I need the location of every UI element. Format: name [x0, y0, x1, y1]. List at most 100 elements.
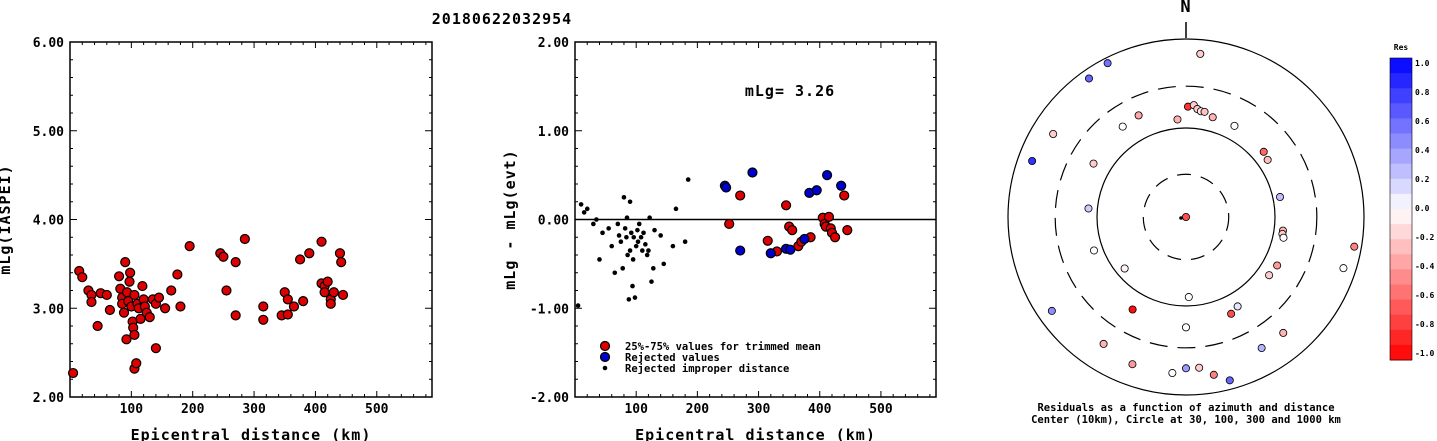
trimmed-point: [829, 232, 841, 243]
station-point: [1085, 74, 1094, 83]
c2-y-tick-label: 0.00: [538, 214, 569, 229]
station-point: [1028, 156, 1037, 165]
c2-x-tick-label: 300: [747, 402, 771, 417]
colorbar-swatch: [1390, 178, 1412, 195]
station-point: [1103, 59, 1112, 68]
colorbar-swatch: [1390, 88, 1412, 104]
improper-point: [621, 195, 627, 200]
mlg-chart: 100 200 300 400 500 2.00 3.00 4.00 5.00 6.00 Epice…: [0, 36, 433, 441]
colorbar-swatch: [1390, 239, 1412, 255]
c2-y-tick-label: 2.00: [538, 36, 569, 51]
improper-point: [597, 257, 602, 262]
station-point: [1195, 363, 1204, 372]
c1-x-tick-label: 100: [120, 402, 144, 417]
c1-x-tick-label: 300: [242, 402, 266, 417]
station-point: [1168, 369, 1177, 378]
station-point: [1049, 129, 1058, 138]
colorbar-label: 1.0: [1415, 59, 1430, 68]
station-point: [1227, 309, 1236, 318]
colorbar-swatch: [1390, 58, 1412, 74]
station-point: [1257, 344, 1266, 353]
residual-colorbar: Res 1.0 0.8 0.6 0.4 0.2 0.0 -0.2 -0.4 -0.6 -0.8 -1.…: [1389, 43, 1434, 361]
polar-caption-2: Center (10km), Circle at 30, 100, 300 an…: [1031, 414, 1341, 426]
improper-point: [615, 221, 621, 227]
data-point: [258, 301, 269, 312]
rejected-point: [785, 244, 796, 255]
rejected-point: [765, 248, 776, 259]
data-point: [160, 303, 171, 314]
colorbar-title: Res: [1394, 43, 1409, 52]
rejected-point: [836, 180, 847, 191]
improper-point: [618, 239, 624, 244]
data-point: [336, 257, 347, 268]
colorbar-label: 0.6: [1415, 117, 1430, 126]
data-point: [125, 267, 136, 278]
data-point: [282, 294, 293, 305]
improper-point: [649, 279, 654, 284]
data-point: [77, 272, 88, 283]
data-point: [120, 257, 131, 268]
improper-point: [630, 283, 635, 289]
trimmed-point: [842, 225, 853, 236]
station-point: [1118, 122, 1127, 131]
rejected-point: [821, 170, 833, 181]
c2-y-tick-label: 1.00: [538, 125, 569, 140]
rejected-point: [811, 185, 822, 196]
station-point: [1233, 302, 1242, 311]
station-point: [1134, 111, 1143, 120]
legend-marker-improper: [602, 365, 608, 371]
data-point: [129, 289, 140, 301]
colorbar-swatch: [1390, 224, 1412, 240]
data-point: [304, 248, 315, 259]
data-point: [221, 285, 232, 296]
c2-x-axis-label: Epicentral distance (km): [635, 426, 876, 441]
improper-point: [627, 248, 633, 253]
c2-x-tick-label: 400: [808, 402, 832, 417]
data-point: [218, 251, 229, 262]
station-point: [1259, 147, 1268, 156]
trimmed-point: [839, 190, 850, 201]
rejected-point: [735, 245, 746, 256]
improper-point: [644, 252, 650, 258]
improper-point: [682, 239, 688, 244]
station-point: [1209, 370, 1218, 379]
colorbar-label: 0.8: [1415, 88, 1430, 97]
station-point: [1279, 233, 1288, 242]
data-point: [153, 292, 165, 303]
mlg-annotation: mLg= 3.26: [745, 82, 835, 100]
colorbar-label: -0.2: [1415, 233, 1434, 242]
improper-point: [600, 230, 605, 236]
improper-point: [627, 199, 633, 205]
improper-point: [646, 248, 651, 253]
station-point: [1273, 261, 1282, 270]
improper-point: [594, 217, 599, 222]
trimmed-point: [735, 190, 746, 201]
colorbar-label: 0.0: [1415, 204, 1430, 213]
trimmed-point: [762, 235, 773, 246]
station-point: [1099, 339, 1108, 348]
legend-label: Rejected improper distance: [625, 363, 789, 375]
colorbar-swatch: [1390, 344, 1412, 361]
improper-point: [630, 257, 636, 262]
station-point: [1265, 271, 1274, 280]
improper-point: [640, 248, 645, 253]
residual-chart: 100 200 300 400 500 -2.00 -1.00 0.00 1.00 2.00 Epi…: [501, 36, 937, 441]
improper-point: [625, 252, 630, 258]
trimmed-point: [780, 200, 792, 211]
improper-point: [624, 234, 629, 240]
colorbar-swatch: [1390, 299, 1412, 316]
c1-y-axis-label: mLg(IASPEI): [0, 164, 14, 274]
data-point: [175, 301, 186, 312]
c1-x-tick-label: 400: [304, 402, 328, 417]
colorbar-swatch: [1390, 314, 1412, 331]
data-point: [166, 285, 177, 296]
station-point: [1047, 306, 1056, 315]
trimmed-point: [724, 218, 735, 230]
data-point: [298, 296, 309, 307]
polar-caption-1: Residuals as a function of azimuth and d…: [1037, 402, 1334, 414]
station-point: [1182, 323, 1191, 332]
improper-point: [631, 234, 637, 240]
colorbar-swatch: [1390, 133, 1412, 150]
ring-300km: [1054, 85, 1318, 349]
